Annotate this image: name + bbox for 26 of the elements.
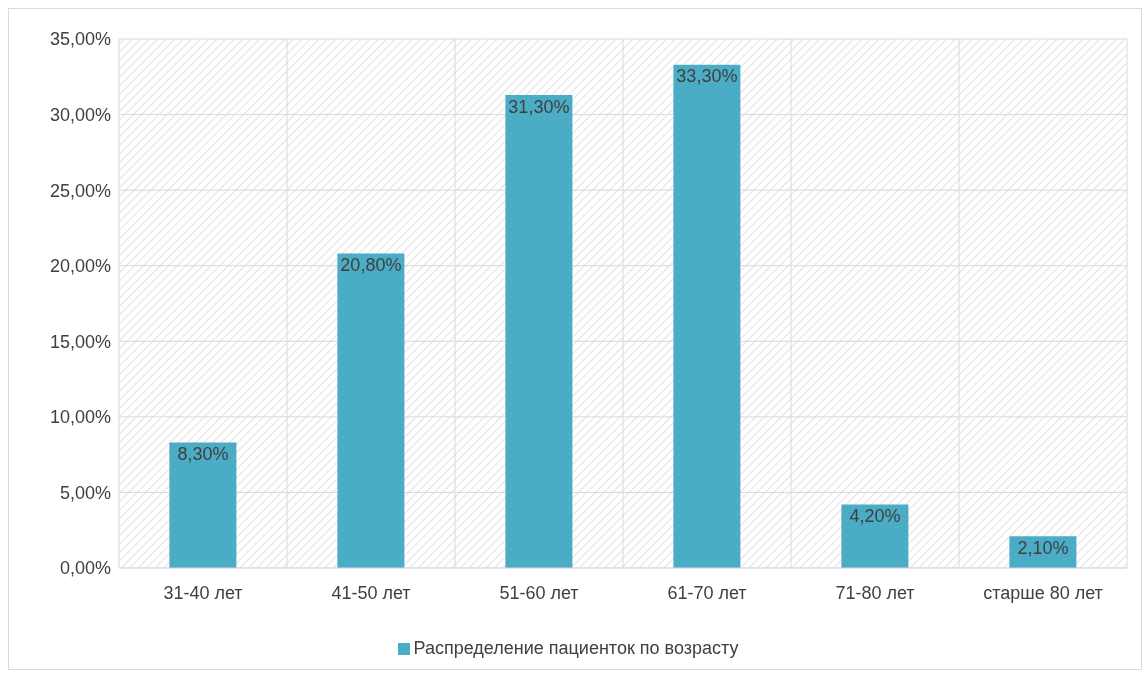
bar	[169, 442, 237, 568]
bar	[841, 504, 909, 568]
bar	[337, 253, 405, 568]
y-tick-label: 35,00%	[49, 29, 111, 50]
data-label: 31,30%	[508, 96, 570, 117]
x-tick-label: 61-70 лет	[667, 582, 747, 603]
data-label: 2,10%	[1017, 538, 1069, 559]
y-tick-label: 15,00%	[49, 331, 111, 352]
data-label: 4,20%	[849, 506, 901, 527]
y-tick-label: 25,00%	[49, 180, 111, 201]
y-tick-label: 20,00%	[49, 256, 111, 277]
x-tick-label: 51-60 лет	[499, 582, 579, 603]
y-tick-label: 30,00%	[49, 104, 111, 125]
x-tick-label: 41-50 лет	[331, 582, 411, 603]
data-label: 8,30%	[177, 444, 229, 465]
data-label: 20,80%	[340, 255, 402, 276]
x-tick-label: 31-40 лет	[163, 582, 243, 603]
bar	[673, 64, 741, 568]
x-tick-label: 71-80 лет	[835, 582, 915, 603]
y-tick-label: 10,00%	[49, 407, 111, 428]
y-tick-label: 5,00%	[59, 482, 111, 503]
data-label: 33,30%	[676, 66, 738, 87]
legend-label: Распределение пациенток по возрасту	[413, 638, 739, 658]
bar	[505, 94, 573, 568]
y-tick-label: 0,00%	[59, 558, 111, 579]
x-tick-label: старше 80 лет	[983, 582, 1103, 603]
